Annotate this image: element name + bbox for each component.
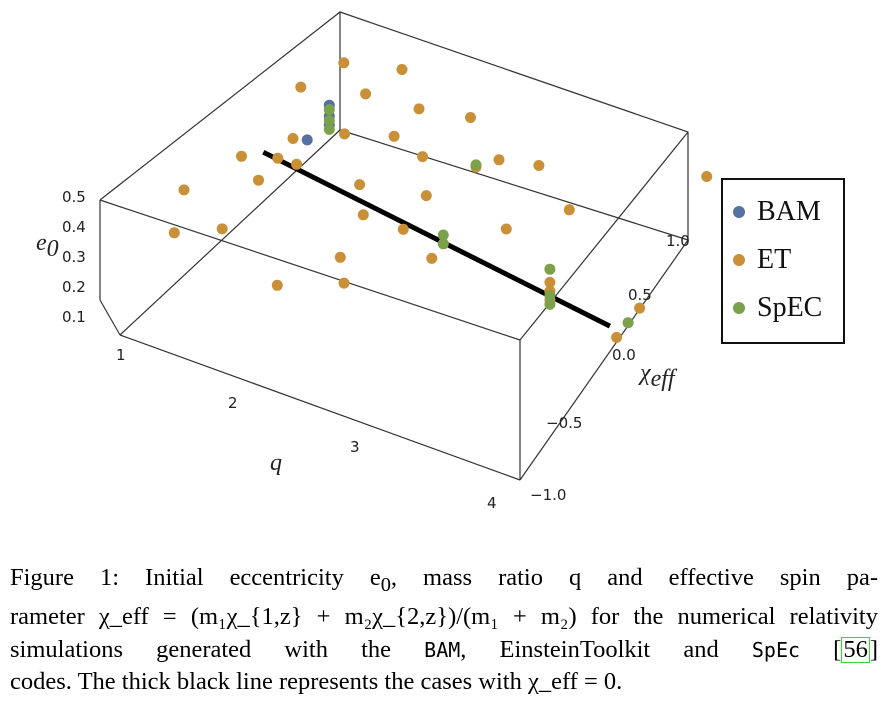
box-edge-bottom-front (119, 334, 521, 481)
legend-item-bam: BAM (733, 196, 821, 228)
q-tick-1: 2 (228, 394, 238, 412)
point-spec-1 (323, 115, 335, 127)
e0-tick-1: 0.2 (62, 278, 86, 296)
caption-line-4: codes. The thick black line represents t… (10, 668, 623, 696)
point-et-34 (634, 302, 646, 314)
e0-tick-4: 0.5 (62, 188, 86, 206)
point-et-16 (413, 103, 425, 115)
point-et-14 (388, 130, 400, 142)
point-et-0 (178, 184, 190, 196)
point-spec-0 (323, 104, 335, 116)
caption-line-3: simulations generated with the BAM, Eins… (10, 635, 878, 663)
figure-caption: Figure 1: Initial eccentricity e0, mass … (10, 562, 878, 699)
figure-3d-scatter: 1 2 3 4 −1.0 −0.5 0.0 0.5 1.0 0.1 0.2 0.3 0.4 0.5 e0 … (36, 11, 845, 512)
back-right-face (339, 11, 689, 241)
point-spec-8 (544, 298, 556, 310)
point-et-26 (426, 252, 438, 264)
q-tick-3: 4 (487, 494, 497, 512)
legend-label-spec: SpEC (757, 292, 823, 323)
point-spec-5 (437, 238, 449, 250)
legend-marker-et (733, 254, 745, 266)
q-tick-2: 3 (350, 438, 360, 456)
legend-marker-spec (733, 302, 745, 314)
legend-label-bam: BAM (757, 196, 821, 227)
point-spec-7 (544, 290, 556, 302)
axis-label-e0: e0 (36, 230, 59, 262)
point-et-9 (360, 88, 372, 100)
legend-label-et: ET (757, 244, 792, 275)
legend: BAM ET SpEC (721, 178, 845, 344)
chi-tick-2: 0.0 (612, 346, 636, 364)
point-et-35 (611, 331, 623, 343)
e0-tick-2: 0.3 (62, 248, 86, 266)
point-et-5 (216, 223, 228, 235)
point-et-25 (493, 154, 505, 166)
point-et-29 (563, 204, 575, 216)
legend-marker-bam (733, 206, 745, 218)
q-tick-0: 1 (116, 346, 126, 364)
box-edge-bottom-right (519, 239, 689, 481)
chi-tick-0: −1.0 (530, 486, 566, 504)
axis-label-q: q (270, 450, 282, 476)
plot-box-frame (99, 11, 689, 481)
zero-line (262, 149, 612, 329)
point-et-7 (287, 133, 299, 144)
caption-line-1: Figure 1: Initial eccentricity e0, mass … (10, 564, 878, 596)
box-edge-top-right (519, 131, 689, 341)
scatter-plot-svg: 1 2 3 4 −1.0 −0.5 0.0 0.5 1.0 0.1 0.2 0.3 0.4 0.5 e0 … (36, 11, 713, 512)
caption-line-2: rameter χ_eff = (m₁χ_{1,z} + m₂χ_{2,z})/… (10, 603, 878, 631)
chi-tick-4: 1.0 (666, 232, 690, 250)
point-spec-2 (323, 123, 335, 135)
point-spec-3 (470, 159, 482, 171)
axis-label-chi-eff: χeff (638, 360, 678, 392)
point-et-22 (420, 190, 432, 202)
point-et-18 (334, 251, 346, 263)
point-et-1 (236, 150, 247, 162)
chi-tick-1: −0.5 (546, 414, 582, 432)
point-spec-6 (544, 263, 556, 275)
point-et-21 (338, 277, 350, 289)
point-et-11 (396, 64, 408, 75)
point-et-2 (272, 152, 284, 164)
point-et-20 (465, 112, 476, 123)
point-et-27 (533, 160, 545, 171)
chi-eff-zero-line (262, 149, 612, 329)
box-edge-top-front (99, 199, 521, 341)
box-edge-top-back (99, 11, 341, 201)
point-et-8 (253, 174, 264, 186)
point-et-6 (338, 57, 350, 69)
e0-tick-0: 0.1 (62, 308, 86, 326)
point-et-33 (701, 171, 713, 182)
point-et-17 (357, 209, 369, 221)
point-et-3 (168, 227, 180, 239)
point-et-28 (500, 223, 512, 235)
point-et-30 (544, 276, 556, 288)
point-et-15 (354, 179, 366, 191)
point-spec-9 (622, 317, 634, 329)
box-edge-bottom-left (99, 299, 121, 336)
axis-ticks: 1 2 3 4 −1.0 −0.5 0.0 0.5 1.0 0.1 0.2 0.3 0.4 0.5 (62, 188, 690, 512)
e0-tick-3: 0.4 (62, 218, 86, 236)
legend-item-et: ET (733, 244, 791, 276)
legend-item-spec: SpEC (733, 292, 822, 324)
point-bam-3 (301, 134, 313, 146)
point-et-10 (291, 158, 303, 170)
point-et-19 (417, 151, 429, 163)
box-edge-bottom-back (119, 129, 341, 336)
point-et-12 (339, 128, 350, 140)
point-et-4 (295, 81, 307, 93)
axis-labels: e0 q χeff (36, 230, 678, 476)
point-spec-4 (437, 229, 449, 241)
point-et-23 (397, 223, 409, 235)
data-points (168, 57, 713, 343)
point-et-13 (271, 279, 283, 291)
citation-link-56[interactable]: 56 (841, 635, 870, 663)
chi-tick-3: 0.5 (628, 286, 652, 304)
